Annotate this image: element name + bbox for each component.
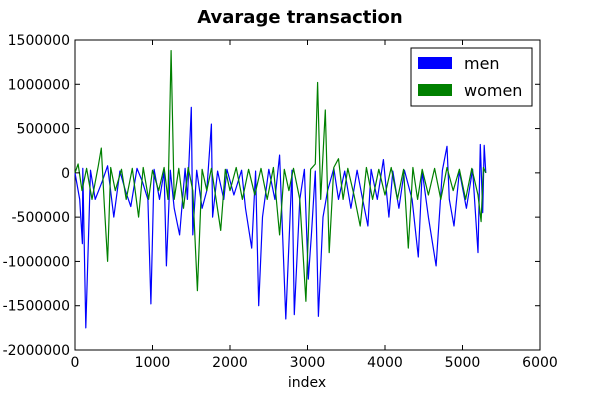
x-tick-label: 2000 <box>212 355 248 371</box>
y-tick-label: 0 <box>61 166 70 182</box>
x-tick-label: 6000 <box>522 355 558 371</box>
x-axis: 0 1000 2000 3000 4000 5000 6000 <box>71 40 558 371</box>
legend: men women <box>410 47 533 107</box>
legend-swatch-women <box>418 84 452 96</box>
series-line-men <box>74 106 487 329</box>
y-axis: -2000000 -1500000 -1000000 -500000 0 500000 10… <box>3 33 540 359</box>
y-tick-label: -500000 <box>12 210 71 226</box>
x-tick-label: 1000 <box>135 355 171 371</box>
y-tick-label: -2000000 <box>3 343 70 359</box>
legend-swatch-men <box>418 57 452 69</box>
y-tick-label: 1000000 <box>8 77 70 93</box>
legend-label-men: men <box>464 54 500 73</box>
legend-label-women: women <box>464 81 522 100</box>
x-tick-label: 4000 <box>367 355 403 371</box>
series-layer <box>74 49 487 329</box>
x-tick-label: 0 <box>71 355 80 371</box>
x-tick-label: 5000 <box>445 355 481 371</box>
y-tick-label: -1500000 <box>3 299 70 315</box>
y-tick-label: 500000 <box>17 122 70 138</box>
x-axis-label: index <box>288 375 326 391</box>
y-tick-label: 1500000 <box>8 33 70 49</box>
chart-title: Avarage transaction <box>197 7 402 28</box>
y-tick-label: -1000000 <box>3 254 70 270</box>
x-tick-label: 3000 <box>290 355 326 371</box>
series-line-women <box>74 49 487 302</box>
